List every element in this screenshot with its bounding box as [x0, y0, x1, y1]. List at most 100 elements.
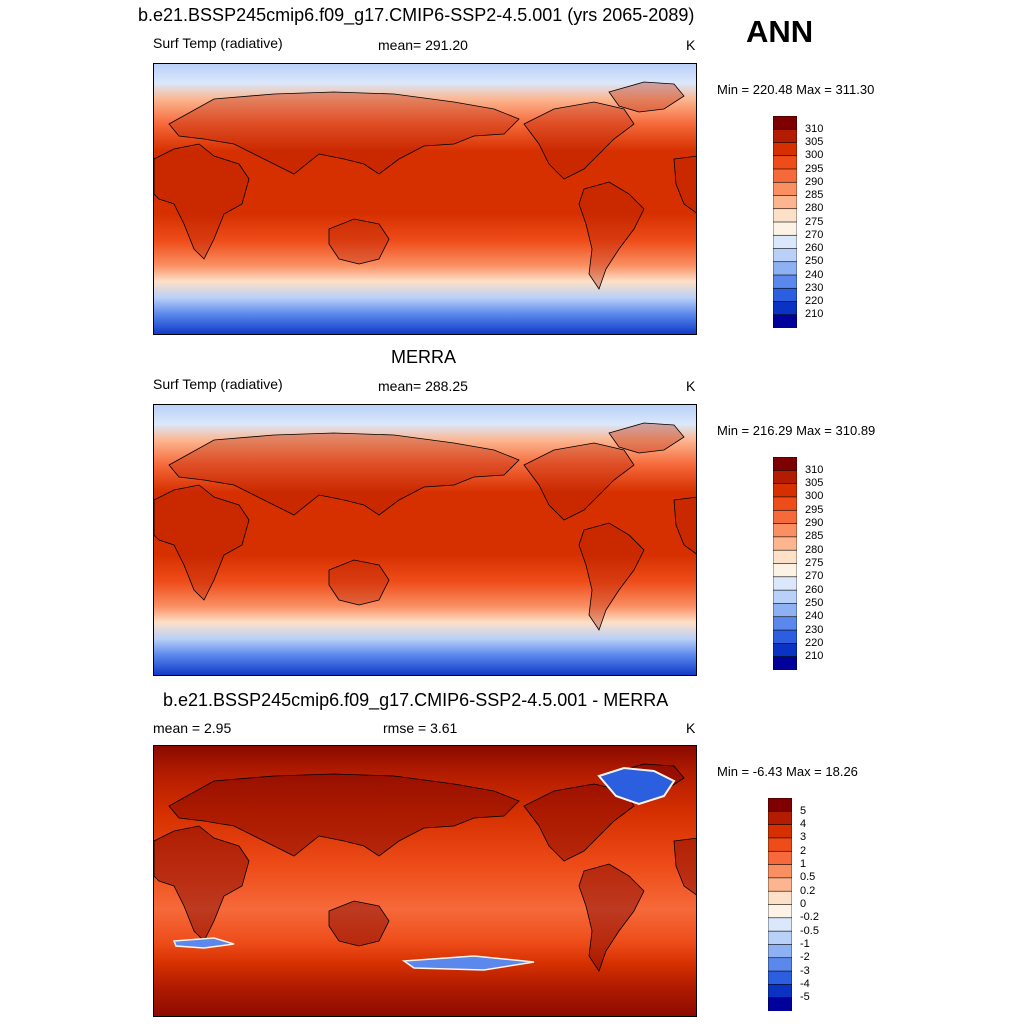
panel-2-title: MERRA	[391, 347, 457, 367]
colorbar-svg	[772, 115, 798, 329]
colorbar-swatch	[772, 128, 798, 144]
colorbar-tick-label: 0.5	[800, 871, 816, 884]
continent-outline	[523, 101, 635, 180]
colorbar-tick-label: 270	[805, 570, 824, 583]
colorbar-tick-label: 260	[805, 583, 824, 596]
colorbar-swatch	[772, 616, 798, 631]
colorbar-tick-label: -0.5	[800, 924, 819, 937]
colorbar-swatch	[767, 944, 793, 959]
panel-3-minmax: Min = -6.43 Max = 18.26	[717, 764, 858, 779]
colorbar-swatch	[767, 930, 793, 946]
colorbar-tick-label: 285	[805, 189, 824, 201]
map-svg	[154, 64, 696, 334]
colorbar-tick-label: 300	[805, 490, 824, 503]
colorbar-tick-label: -4	[800, 977, 810, 990]
colorbar-tick-label: 305	[805, 136, 824, 148]
colorbar-swatch	[767, 890, 793, 906]
colorbar-swatch	[767, 984, 793, 999]
continent-outline	[168, 91, 520, 175]
colorbar-swatch	[767, 970, 793, 986]
colorbar-swatch	[772, 536, 798, 551]
colorbar-tick-label: -2	[800, 951, 810, 964]
colorbar-swatch	[772, 155, 798, 170]
colorbar-swatch	[772, 234, 798, 250]
colorbar-swatch	[767, 917, 793, 932]
colorbar-tick-label: -3	[800, 964, 810, 977]
colorbar-swatch	[772, 456, 798, 472]
colorbar-tick-label: 210	[805, 308, 824, 321]
colorbar-tick-label: 5	[800, 804, 807, 817]
colorbar-tick-label: -0.2	[800, 911, 819, 924]
panel-1-map	[153, 63, 697, 335]
colorbar-swatch	[772, 589, 798, 605]
panel-1-units: K	[686, 37, 696, 53]
colorbar-swatch	[772, 221, 798, 237]
colorbar-tick-label: 0.2	[800, 884, 816, 897]
colorbar-tick-label: 310	[805, 463, 824, 476]
colorbar-tick-label: 0	[800, 898, 807, 910]
continent-outline	[168, 432, 520, 516]
colorbar-tick-label: -5	[800, 991, 810, 1004]
continent-outline	[578, 863, 645, 972]
colorbar-swatch	[772, 274, 798, 290]
colorbar-swatch	[772, 563, 798, 578]
colorbar-tick-label: 305	[805, 477, 824, 490]
colorbar-swatch	[772, 523, 798, 538]
colorbar-swatch	[772, 509, 798, 525]
continent-outline	[673, 837, 696, 896]
panel-3-mean-label: mean = 2.95	[153, 720, 232, 736]
colorbar-tick-label: 275	[805, 215, 824, 228]
continent-outline	[523, 783, 635, 862]
map-svg	[154, 746, 696, 1016]
colorbar-tick-label: 2	[800, 844, 807, 857]
continent-outline	[608, 422, 685, 454]
colorbar-swatch	[772, 496, 798, 512]
panel-3-title: b.e21.BSSP245cmip6.f09_g17.CMIP6-SSP2-4.…	[163, 690, 669, 710]
colorbar-swatch	[767, 864, 793, 879]
continent-outline	[608, 81, 685, 113]
colorbar-swatch	[772, 195, 798, 210]
negative-anomaly-region	[597, 766, 676, 806]
panel-1-variable-label: Surf Temp (radiative)	[153, 35, 283, 51]
colorbar-tick-label: 280	[805, 202, 824, 215]
colorbar-swatch	[772, 287, 798, 303]
colorbar-tick-label: 290	[805, 517, 824, 530]
colorbar-tick-label: 260	[805, 242, 824, 254]
colorbar-swatch	[767, 837, 793, 853]
colorbar-swatch	[767, 824, 793, 839]
colorbar-swatch	[772, 301, 798, 316]
colorbar-swatch	[767, 997, 793, 1012]
panel-2-units: K	[686, 378, 696, 394]
panel-2-map	[153, 404, 697, 676]
colorbar-swatch	[772, 656, 798, 671]
colorbar-tick-label: 3	[800, 831, 807, 844]
continent-outline	[328, 218, 390, 265]
panel-3-units: K	[686, 720, 696, 736]
negative-anomaly-region	[172, 937, 235, 949]
panel-1-colorbar: 310 305 300 295 290 285 280 275 270 260 250 240 230 2…	[772, 115, 823, 329]
colorbar-swatch	[772, 115, 798, 131]
continent-outline	[578, 522, 645, 631]
panel-1-minmax: Min = 220.48 Max = 311.30	[717, 82, 875, 97]
panel-3-colorbar: 5 4 3 2 1 0.5 0.2 0 -0.2 -0.5 -1 -2 -3 -4 -5	[767, 797, 819, 1012]
panel-2-minmax: Min = 216.29 Max = 310.89	[717, 423, 876, 438]
panel-2-mean-label: mean= 288.25	[378, 378, 468, 394]
colorbar-tick-label: 290	[805, 175, 824, 188]
colorbar-swatch	[767, 957, 793, 972]
continent-outline	[578, 181, 645, 290]
colorbar-tick-label: 300	[805, 149, 824, 162]
negative-anomaly-region	[401, 955, 535, 971]
continent-outline	[523, 442, 635, 521]
colorbar-svg	[772, 456, 798, 671]
colorbar-tick-label: 1	[800, 858, 807, 871]
panel-1-title: b.e21.BSSP245cmip6.f09_g17.CMIP6-SSP2-4.…	[138, 5, 695, 25]
colorbar-swatch	[772, 470, 798, 485]
colorbar-tick-label: -1	[800, 937, 810, 950]
colorbar-tick-label: 270	[805, 228, 824, 241]
colorbar-tick-label: 230	[805, 281, 824, 294]
continent-outline	[154, 484, 250, 601]
colorbar-swatch	[772, 576, 798, 591]
colorbar-swatch	[767, 877, 793, 892]
continent-outline	[154, 825, 250, 942]
colorbar-tick-label: 250	[805, 255, 824, 268]
